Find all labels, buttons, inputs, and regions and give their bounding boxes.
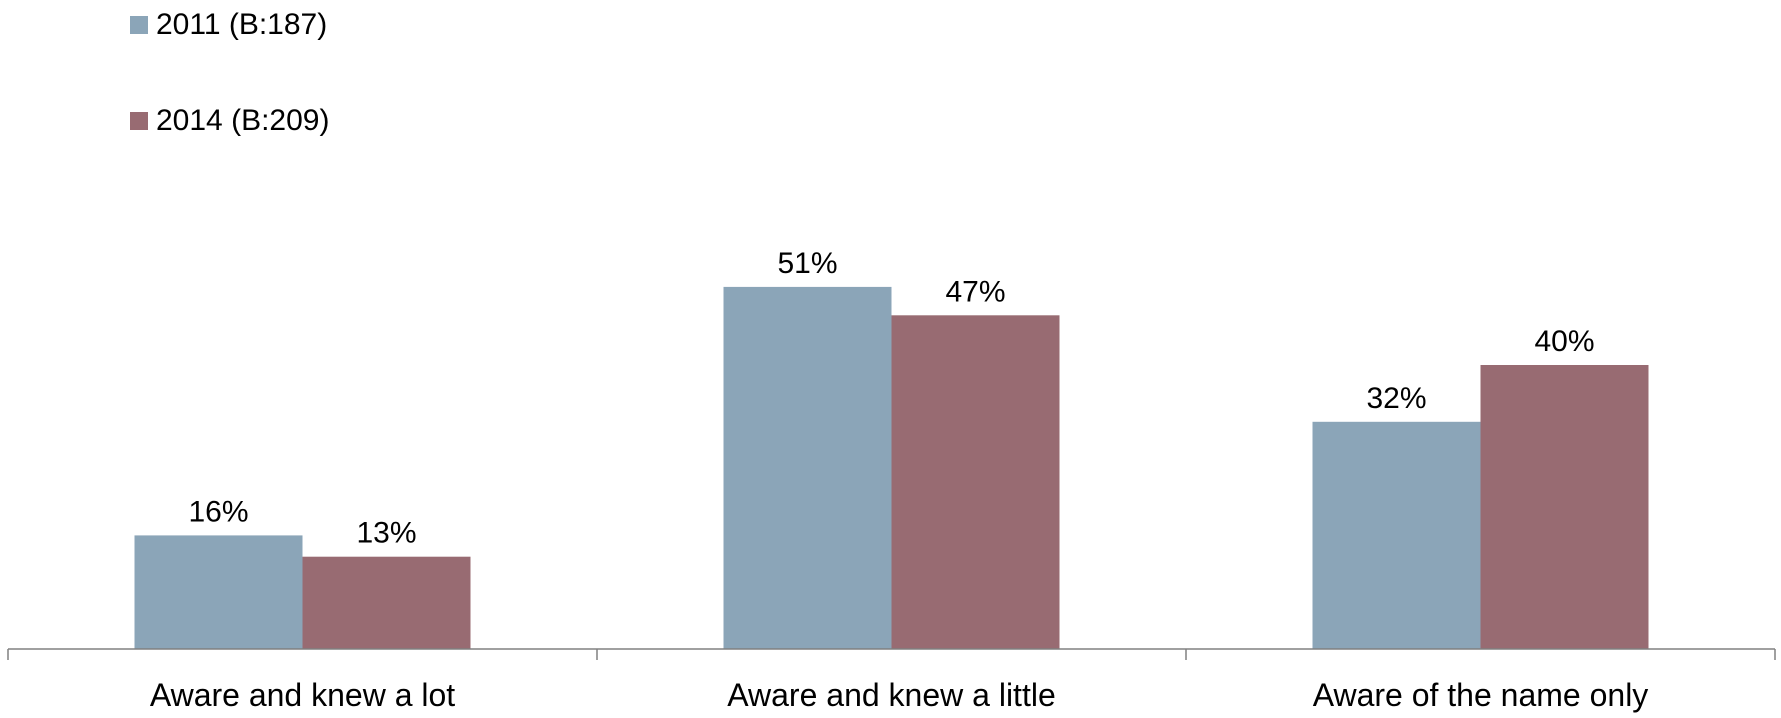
bar-2-2 [891, 315, 1060, 649]
bar-1-3 [1312, 421, 1481, 649]
x-tick-label-1: Aware and knew a lot [150, 677, 455, 713]
legend-label-2014: 2014 (B:209) [156, 104, 330, 137]
data-label-2-1: 13% [356, 517, 416, 550]
bar-1-2 [723, 286, 892, 649]
legend-item-2011: 2011 (B:187) [130, 8, 327, 42]
legend-item-2014: 2014 (B:209) [130, 104, 329, 138]
x-tick-label-3: Aware of the name only [1313, 677, 1649, 713]
bar-1-1 [134, 535, 303, 649]
data-label-1-3: 32% [1366, 382, 1426, 415]
data-label-1-1: 16% [188, 495, 248, 528]
data-label-1-2: 51% [777, 247, 837, 280]
legend-swatch-2014 [130, 112, 148, 130]
legend-label-2011: 2011 (B:187) [156, 8, 328, 41]
bar-2-1 [302, 556, 471, 649]
x-tick-label-2: Aware and knew a little [727, 677, 1055, 713]
bar-2-3 [1480, 365, 1649, 649]
legend-swatch-2011 [130, 16, 148, 34]
data-label-2-2: 47% [945, 275, 1005, 308]
data-label-2-3: 40% [1534, 325, 1594, 358]
